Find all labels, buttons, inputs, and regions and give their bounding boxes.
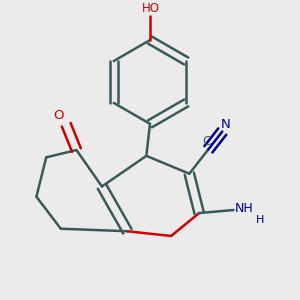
Text: O: O: [54, 109, 64, 122]
Text: C: C: [202, 135, 211, 148]
Text: NH: NH: [234, 202, 253, 215]
Text: HO: HO: [142, 2, 160, 14]
Text: N: N: [221, 118, 231, 131]
Text: H: H: [256, 215, 264, 225]
